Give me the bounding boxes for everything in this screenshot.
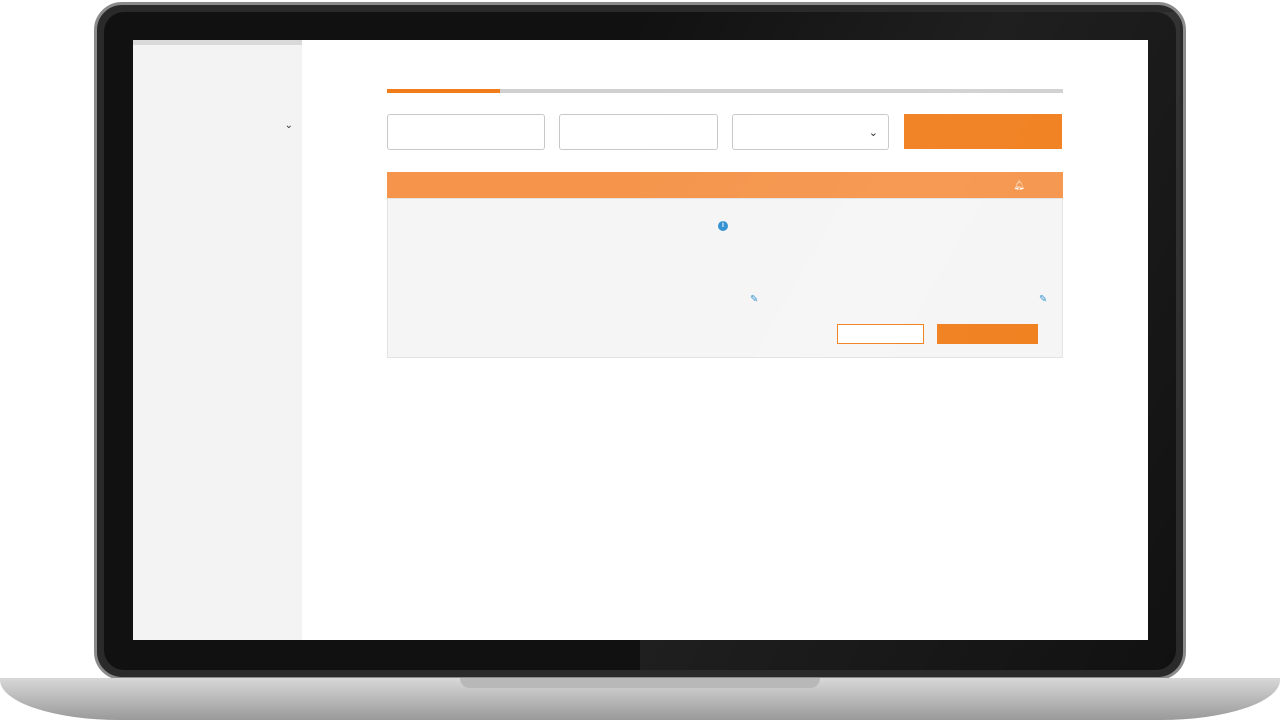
- filter-orders-button[interactable]: [904, 114, 1062, 149]
- laptop-notch: [460, 678, 820, 688]
- title-underline: [387, 89, 1063, 93]
- sidebar: ⌄: [133, 40, 302, 640]
- title-underline-accent: [387, 89, 500, 93]
- pencil-icon[interactable]: ✎: [750, 294, 758, 305]
- add-addon-button[interactable]: [837, 324, 924, 344]
- sidebar-item-2[interactable]: ⌄: [148, 120, 293, 131]
- id-field[interactable]: [387, 114, 545, 150]
- price-notice: i: [388, 219, 1062, 231]
- mark-as-revised-button[interactable]: [937, 324, 1038, 344]
- main-content: ⌄ 🔔︎ i: [387, 40, 1063, 640]
- chevron-down-icon[interactable]: ⌄: [284, 120, 293, 131]
- address-field[interactable]: [559, 114, 718, 150]
- info-icon: i: [718, 221, 728, 231]
- bell-icon: 🔔︎: [1004, 180, 1034, 191]
- order-detail-panel: i ✎ ✎: [387, 198, 1063, 358]
- chevron-down-icon: ⌄: [869, 126, 878, 139]
- app-screen: ⌄ ⌄: [133, 40, 1148, 640]
- table-header: 🔔︎: [387, 172, 1063, 198]
- pencil-icon[interactable]: ✎: [1039, 294, 1047, 305]
- status-select[interactable]: ⌄: [732, 114, 889, 150]
- screen-reflection: [640, 12, 1180, 670]
- orders-table: 🔔︎ i ✎: [387, 172, 1063, 358]
